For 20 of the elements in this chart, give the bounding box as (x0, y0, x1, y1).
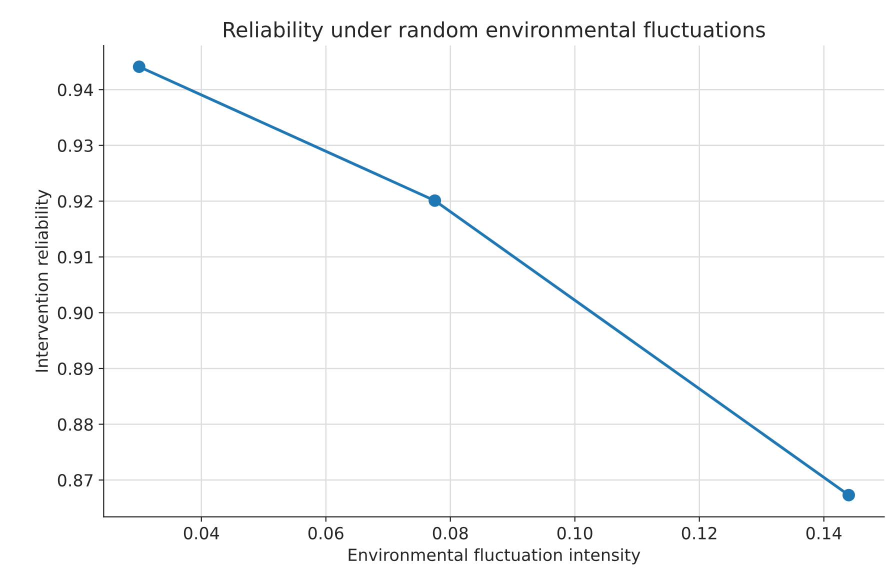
x-tick-label: 0.14 (806, 526, 842, 540)
point (842, 488, 855, 502)
y-tick-label: 0.94 (58, 84, 94, 96)
y-tick-label: 0.90 (58, 306, 93, 320)
x-tick-label: 0.10 (557, 526, 592, 540)
x-tick-label: 0.06 (308, 526, 344, 540)
y-tick-label: 0.87 (58, 474, 93, 487)
chart-title: Reliability under random environmental fluctuations (224, 21, 765, 42)
y-axis-title: Intervention reliability (35, 190, 52, 372)
y-tick-label: 0.91 (58, 250, 92, 264)
x-tick-label: 0.04 (184, 526, 220, 540)
x-tick-label: 0.08 (432, 526, 468, 540)
x-axis-title: Environmental fluctuation intensity (348, 548, 640, 564)
y-tick-label: 0.93 (58, 139, 93, 152)
y-tick-label: 0.92 (58, 195, 92, 208)
x-tick-label: 0.12 (682, 526, 716, 540)
y-tick-label: 0.88 (58, 418, 93, 431)
point (132, 60, 146, 73)
y-tick-label: 0.89 (58, 362, 93, 376)
point (428, 194, 442, 207)
